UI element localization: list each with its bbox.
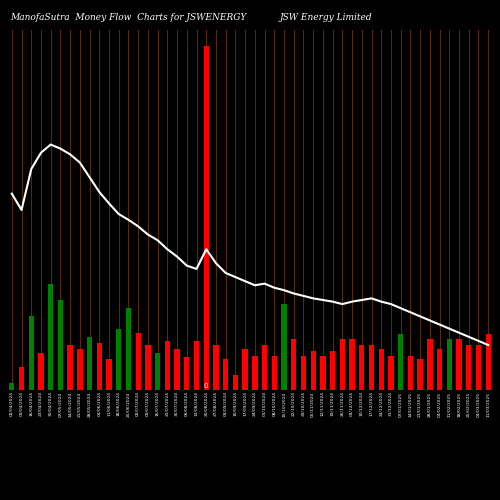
Bar bbox=[418, 359, 423, 390]
Bar bbox=[437, 349, 442, 390]
Bar bbox=[388, 356, 394, 390]
Bar bbox=[378, 349, 384, 390]
Bar bbox=[369, 345, 374, 390]
Bar bbox=[28, 316, 34, 390]
Bar bbox=[155, 353, 160, 390]
Bar bbox=[145, 345, 150, 390]
Bar bbox=[116, 328, 121, 390]
Bar bbox=[214, 345, 218, 390]
Bar bbox=[58, 300, 63, 390]
Bar bbox=[174, 349, 180, 390]
Text: ManofaSutra  Money Flow  Charts for JSWENERGY: ManofaSutra Money Flow Charts for JSWENE… bbox=[10, 12, 246, 22]
Bar bbox=[466, 345, 471, 390]
Bar bbox=[398, 334, 404, 390]
Bar bbox=[242, 349, 248, 390]
Bar bbox=[330, 350, 336, 390]
Bar bbox=[164, 341, 170, 390]
Bar bbox=[68, 345, 73, 390]
Bar bbox=[136, 332, 141, 390]
Bar bbox=[232, 376, 238, 390]
Bar bbox=[350, 340, 355, 390]
Bar bbox=[252, 356, 258, 390]
Bar bbox=[320, 356, 326, 390]
Bar bbox=[408, 356, 413, 390]
Bar bbox=[204, 46, 209, 390]
Bar bbox=[359, 345, 364, 390]
Bar bbox=[38, 353, 44, 390]
Bar bbox=[301, 356, 306, 390]
Bar bbox=[446, 340, 452, 390]
Bar bbox=[96, 342, 102, 390]
Bar bbox=[282, 304, 286, 390]
Bar bbox=[9, 384, 15, 390]
Bar bbox=[184, 358, 190, 390]
Text: JSW Energy Limited: JSW Energy Limited bbox=[280, 12, 372, 22]
Bar bbox=[87, 337, 92, 390]
Bar bbox=[77, 349, 82, 390]
Bar bbox=[223, 359, 228, 390]
Bar bbox=[48, 284, 54, 390]
Bar bbox=[427, 340, 432, 390]
Bar bbox=[126, 308, 131, 390]
Bar bbox=[291, 340, 296, 390]
Bar bbox=[19, 367, 24, 390]
Bar bbox=[272, 356, 277, 390]
Bar bbox=[486, 334, 491, 390]
Bar bbox=[106, 359, 112, 390]
Bar bbox=[340, 340, 345, 390]
Bar bbox=[310, 350, 316, 390]
Bar bbox=[456, 340, 462, 390]
Bar bbox=[262, 345, 268, 390]
Bar bbox=[194, 341, 199, 390]
Bar bbox=[476, 345, 481, 390]
Text: 0: 0 bbox=[204, 382, 208, 388]
